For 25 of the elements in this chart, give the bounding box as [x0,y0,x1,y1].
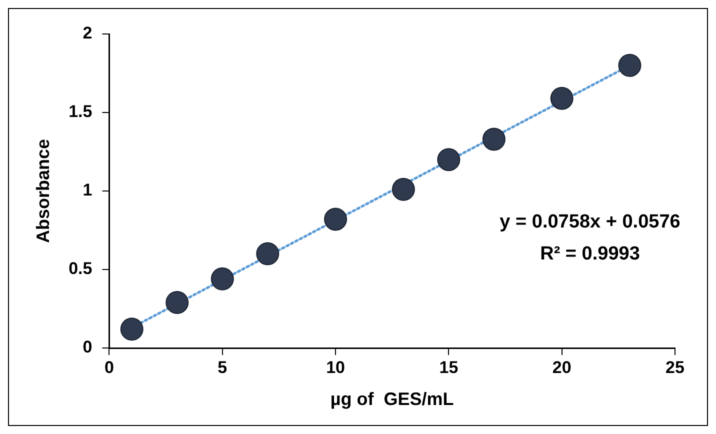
x-axis-title: µg of GES/mL [330,389,454,410]
y-tick-label: 0.5 [68,259,92,278]
annotation: R² = 0.9993 [540,244,640,265]
point [392,178,415,201]
point [482,128,506,151]
y-tick-label: 1 [82,180,92,200]
x-tick-label: 5 [218,358,228,377]
y-tick-label: 0 [82,338,92,357]
annotation: y = 0.0758x + 0.0576 [500,212,680,233]
point [324,208,348,231]
point [210,267,234,290]
x-tick-label: 15 [439,358,458,377]
point [166,290,189,314]
point [550,86,574,110]
y-axis-title: Absorbance [32,138,53,244]
y-tick-label: 2 [82,24,92,43]
point [120,318,144,341]
x-tick-label: 25 [666,358,684,377]
x-tick-label: 20 [552,358,572,377]
x-tick-label: 0 [104,358,114,377]
point [618,54,642,77]
y-tick-label: 1.5 [68,102,92,122]
point [256,242,280,266]
point [437,148,460,172]
x-tick-label: 10 [326,358,345,377]
